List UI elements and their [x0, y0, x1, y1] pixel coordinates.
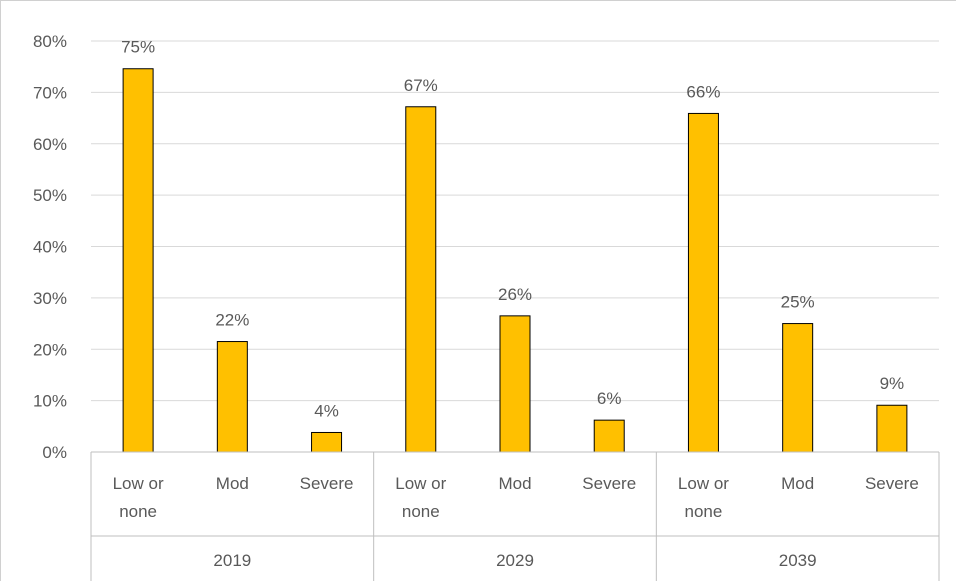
y-tick-label: 80%: [33, 32, 67, 51]
x-group-label: 2019: [213, 551, 251, 570]
x-group-label: 2039: [779, 551, 817, 570]
x-category-label: Low or: [678, 474, 729, 493]
x-axis: Low or none Mod Severe 2019 Low or none Mod Seve…: [90, 451, 940, 581]
x-category-label: none: [402, 502, 440, 521]
data-label: 9%: [880, 374, 905, 393]
x-category-label: Severe: [300, 474, 354, 493]
bar: [876, 404, 908, 453]
data-label: 75%: [121, 38, 155, 57]
data-label: 4%: [314, 401, 339, 420]
x-category-label: Mod: [216, 474, 249, 493]
y-tick-label: 40%: [33, 238, 67, 257]
bar: [499, 315, 531, 453]
x-category-label: none: [685, 502, 723, 521]
bar: [687, 112, 719, 453]
y-tick-label: 30%: [33, 289, 67, 308]
y-tick-label: 70%: [33, 83, 67, 102]
x-category-label: Low or: [113, 474, 164, 493]
data-label: 6%: [597, 389, 622, 408]
bar: [782, 323, 814, 453]
data-label: 25%: [781, 293, 815, 312]
data-label: 22%: [215, 311, 249, 330]
data-label: 66%: [686, 82, 720, 101]
x-category-label: none: [119, 502, 157, 521]
bar: [593, 419, 625, 453]
x-group-label: 2029: [496, 551, 534, 570]
x-category-label: Mod: [498, 474, 531, 493]
x-category-label: Severe: [582, 474, 636, 493]
bar: [216, 341, 248, 453]
bar: [122, 68, 154, 453]
x-category-label: Severe: [865, 474, 919, 493]
bar: [405, 106, 437, 453]
data-label: 67%: [404, 76, 438, 95]
y-tick-label: 50%: [33, 186, 67, 205]
bar: [311, 431, 343, 453]
bars: [122, 68, 908, 453]
y-tick-label: 20%: [33, 340, 67, 359]
y-axis-ticks: 0% 10% 20% 30% 40% 50% 60% 70% 80%: [33, 32, 67, 462]
y-tick-label: 60%: [33, 135, 67, 154]
data-label: 26%: [498, 285, 532, 304]
y-tick-label: 10%: [33, 392, 67, 411]
data-labels: 75% 22% 4% 67% 26% 6% 66% 25% 9%: [121, 38, 904, 421]
x-category-label: Mod: [781, 474, 814, 493]
x-category-label: Low or: [395, 474, 446, 493]
y-tick-label: 0%: [42, 443, 67, 462]
